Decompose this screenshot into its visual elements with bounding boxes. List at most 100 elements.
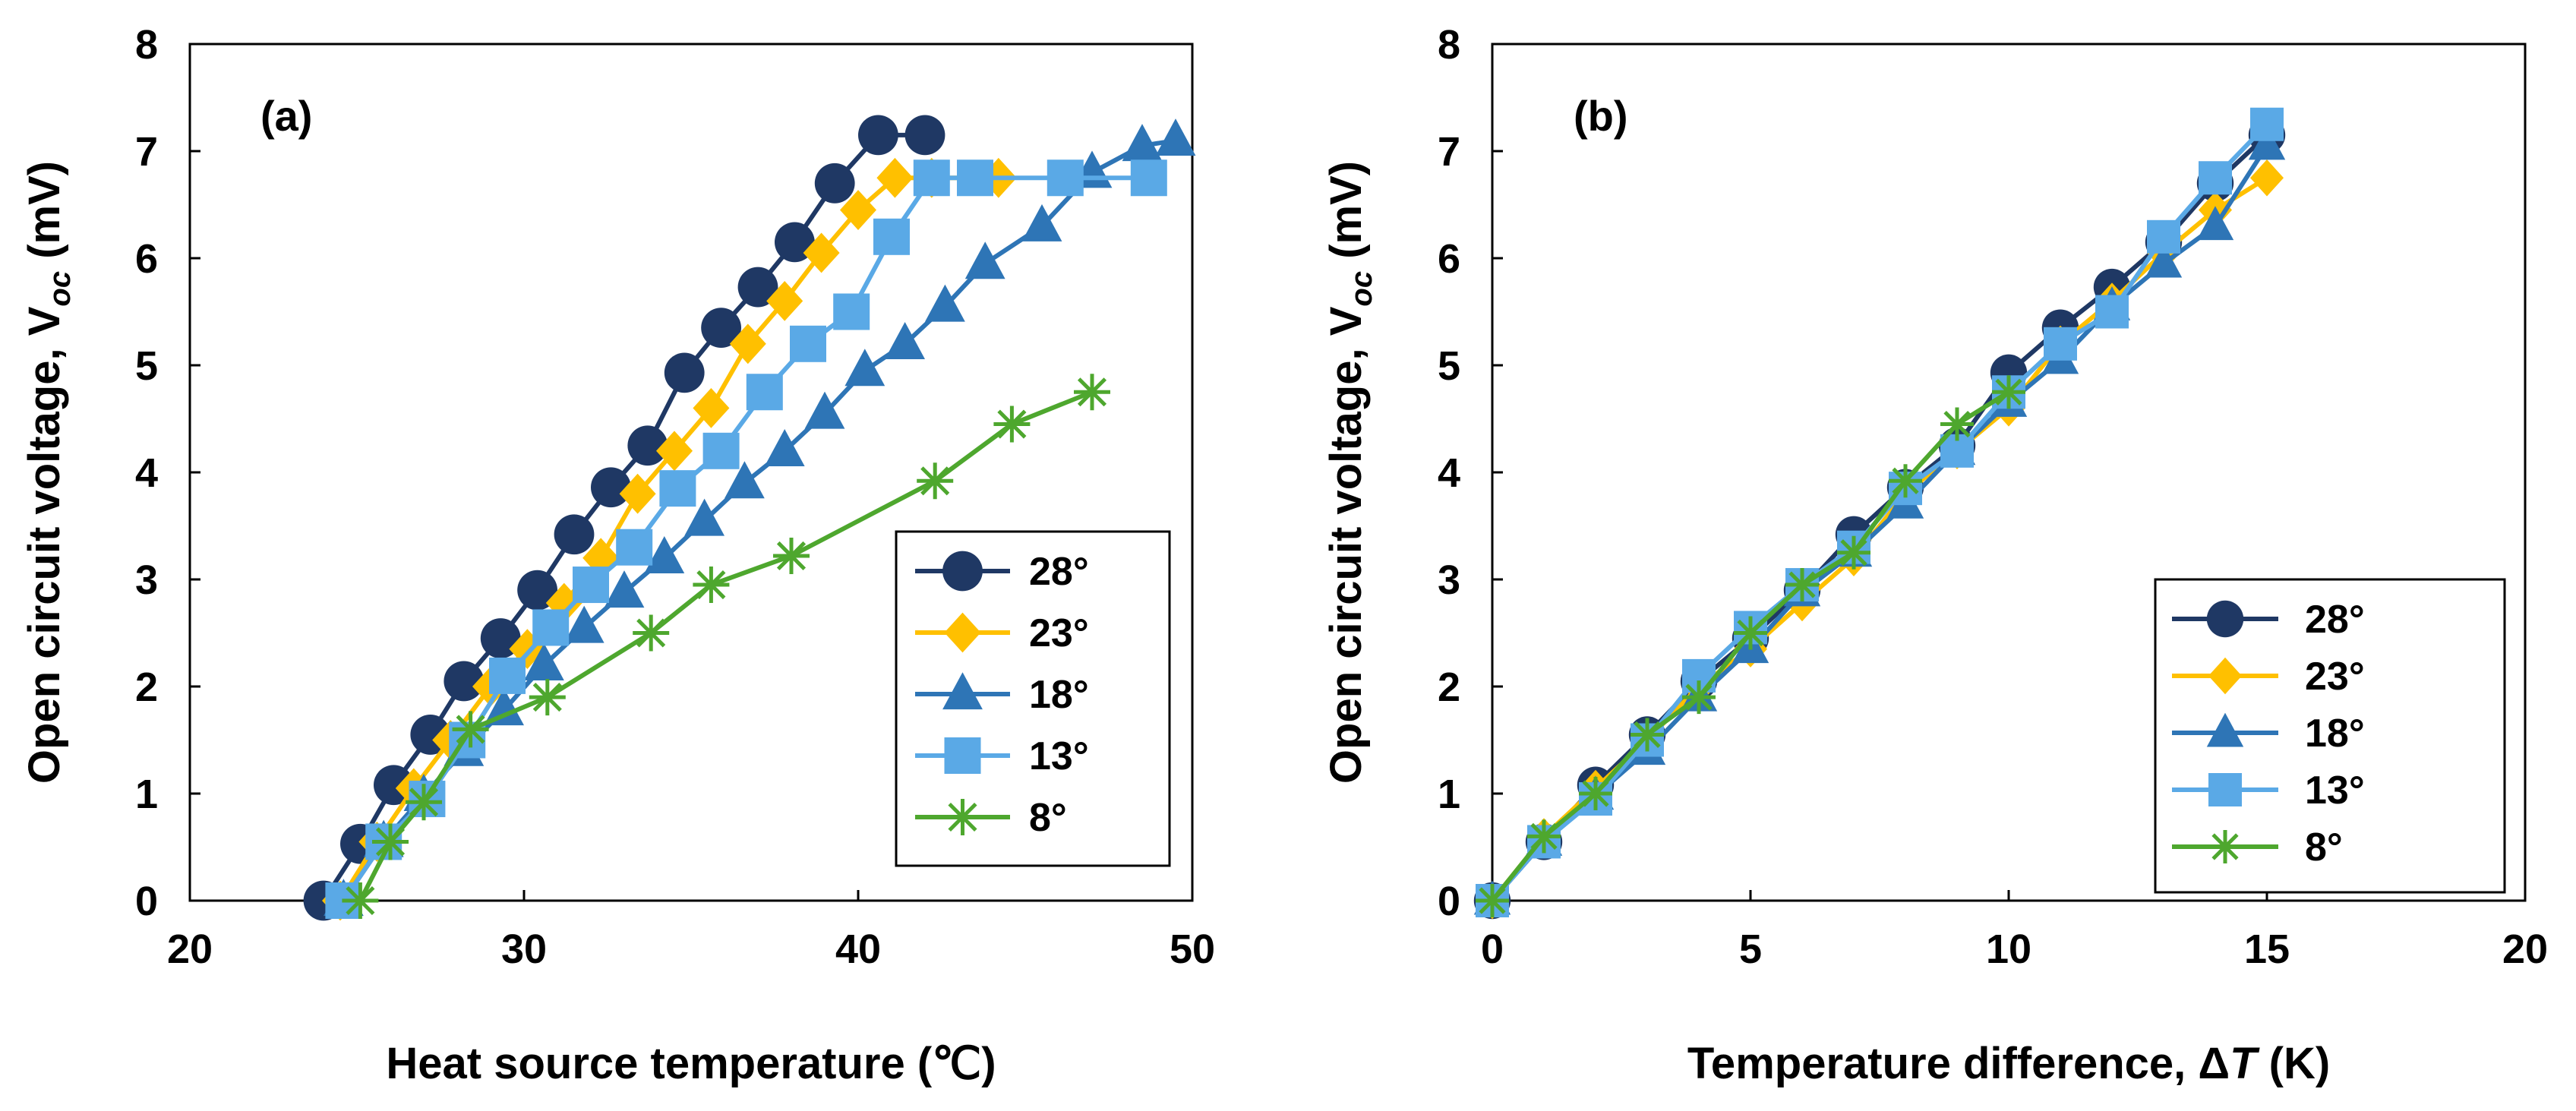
series-8deg-point	[1682, 680, 1716, 715]
series-13deg-point	[873, 218, 910, 255]
series-13deg-point	[573, 567, 609, 604]
panel-b-series	[1473, 107, 2286, 920]
series-23deg-point	[2250, 159, 2284, 197]
series-28deg-point	[444, 661, 485, 702]
series-8deg-point	[773, 537, 810, 574]
y-tick-label: 6	[1438, 236, 1460, 282]
panel-b-legend: 28° 23° 18° 13° 8°	[2154, 578, 2506, 894]
series-13deg-point	[2147, 219, 2180, 254]
legend-label: 8°	[2305, 825, 2343, 870]
series-8deg-point	[1889, 464, 1922, 498]
series-28deg-point	[858, 115, 898, 156]
y-tick-label: 3	[1438, 557, 1460, 603]
y-tick-label: 3	[135, 557, 158, 603]
panel-a: (a) Heat source temperature (℃) Open cir…	[20, 22, 1215, 1088]
y-tick-label: 0	[135, 879, 158, 924]
legend-swatch-marker	[944, 799, 981, 835]
panel-a-legend-box	[895, 530, 1171, 867]
series-23deg-point	[766, 281, 803, 321]
legend-label: 13°	[1029, 734, 1089, 778]
panel-b-y-axis-label-main: Open circuit voltage, V	[1321, 306, 1371, 784]
series-13deg-point	[1130, 159, 1167, 197]
series-18deg-point	[964, 241, 1005, 279]
panel-b-label: (b)	[1574, 92, 1628, 140]
series-13deg-point	[1046, 159, 1084, 197]
series-8deg-point	[372, 823, 409, 860]
x-tick-label: 10	[1986, 926, 2031, 972]
panel-b-y-axis-label-unit: (mV)	[1321, 161, 1371, 271]
y-tick-label: 4	[1438, 450, 1460, 496]
series-28deg-point	[517, 570, 557, 611]
series-18deg-point	[2248, 125, 2286, 160]
panel-a-y-axis-label-sub: oc	[43, 271, 77, 307]
y-tick-label: 7	[135, 129, 158, 175]
y-tick-label: 7	[1438, 129, 1460, 175]
series-8deg-point	[406, 784, 442, 821]
panel-a-y-axis-label: Open circuit voltage, Voc (mV)	[20, 161, 77, 784]
series-8deg-point	[1527, 819, 1561, 854]
legend-label: 28°	[2305, 598, 2365, 642]
y-tick-label: 5	[135, 343, 158, 389]
series-18deg-point	[764, 429, 805, 466]
series-8deg-point	[1785, 568, 1819, 602]
legend-label: 23°	[1029, 611, 1089, 655]
series-18deg-point	[564, 605, 605, 643]
series-13deg-point	[702, 432, 740, 469]
series-13deg-point	[2199, 161, 2232, 195]
legend-label: 28°	[1029, 550, 1089, 594]
series-18deg-point	[925, 284, 965, 322]
panel-a-x-axis-label: Heat source temperature (℃)	[386, 1039, 996, 1088]
series-13deg-point	[2250, 107, 2284, 141]
series-13deg-point	[532, 609, 570, 646]
series-13deg-point	[746, 374, 783, 411]
series-18deg-point	[684, 498, 724, 536]
series-23deg-point	[876, 157, 914, 198]
y-tick-label: 1	[1438, 772, 1460, 817]
series-13deg-point	[790, 325, 826, 362]
series-18deg-point	[484, 688, 524, 726]
legend-swatch-marker	[942, 672, 983, 710]
panel-b-x-axis-label-pre: Temperature difference, Δ	[1687, 1039, 2230, 1088]
series-28deg-point	[554, 514, 595, 555]
series-8deg-point	[1074, 374, 1110, 411]
series-13deg-point	[957, 159, 993, 197]
x-tick-label: 50	[1170, 926, 1215, 972]
series-13deg-point	[2095, 295, 2129, 329]
series-13deg-point	[833, 293, 870, 330]
legend-swatch-marker	[2208, 830, 2242, 863]
x-tick-label: 20	[167, 926, 213, 972]
series-23deg-point	[840, 190, 876, 230]
x-tick-label: 0	[1481, 926, 1504, 972]
series-8deg-point	[1992, 375, 2025, 409]
legend-swatch-marker	[2206, 600, 2244, 638]
series-8deg-point	[1734, 616, 1767, 650]
legend-swatch-marker	[2208, 657, 2242, 695]
y-tick-label: 2	[135, 664, 158, 710]
x-tick-label: 40	[835, 926, 881, 972]
series-8deg-point	[452, 711, 489, 748]
series-28deg-point	[814, 163, 855, 204]
y-tick-label: 5	[1438, 343, 1460, 389]
panel-b-y-axis-label: Open circuit voltage, Voc (mV)	[1321, 161, 1378, 784]
series-23deg-point	[619, 473, 656, 514]
series-28deg-line	[1490, 133, 2269, 902]
series-8deg-point	[1940, 407, 1974, 441]
panel-b: (b) Temperature difference, ΔT (K) Open …	[1321, 22, 2548, 1088]
legend-label: 8°	[1029, 796, 1067, 840]
x-tick-label: 5	[1739, 926, 1762, 972]
series-13deg-point	[2044, 327, 2077, 361]
legend-label: 23°	[2305, 655, 2365, 699]
series-18deg-point	[724, 461, 765, 499]
series-8deg-point	[693, 567, 730, 604]
panel-a-y-axis-label-unit: (mV)	[20, 161, 69, 271]
series-28deg-point	[737, 267, 778, 308]
series-13deg-point	[489, 657, 526, 694]
panel-b-x-axis-label-post: (K)	[2257, 1039, 2331, 1088]
series-18deg-point	[2145, 243, 2183, 278]
series-13deg-point	[659, 470, 696, 507]
series-8deg-point	[993, 406, 1031, 443]
panel-a-x-ticks: 20 30 40 50	[167, 890, 1215, 972]
y-tick-label: 0	[1438, 879, 1460, 924]
x-tick-label: 15	[2244, 926, 2290, 972]
